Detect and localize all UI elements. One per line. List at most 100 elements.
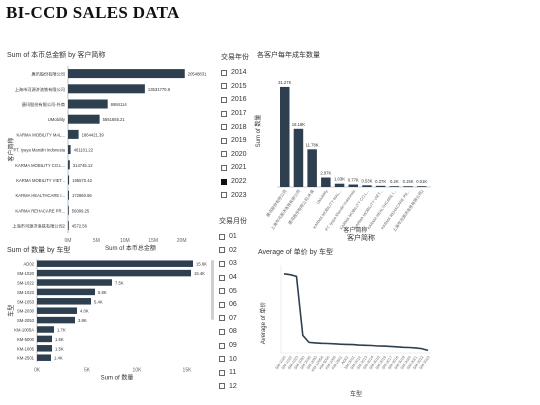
month-option-05[interactable]: 05 (219, 284, 249, 298)
data-label: 195570.42 (72, 178, 92, 183)
checkbox[interactable] (221, 151, 227, 158)
year-option-2015[interactable]: 2015 (221, 80, 251, 94)
year-option-label: 2020 (231, 150, 247, 158)
checkbox[interactable] (221, 137, 227, 144)
data-label: 1.4K (54, 356, 63, 361)
checkbox[interactable] (219, 315, 225, 322)
chart-quantity-by-model[interactable]: Sum of 数量 by 车型 AD02 15.6K SM-1020 15.4K SM-… (5, 245, 210, 400)
month-option-10[interactable]: 10 (219, 352, 249, 366)
year-option-2018[interactable]: 2018 (221, 120, 251, 134)
year-option-label: 2016 (231, 96, 247, 104)
year-option-2017[interactable]: 2017 (221, 107, 251, 121)
year-slicer-title: 交易年份 (221, 54, 249, 61)
data-label: 5.4K (94, 299, 103, 304)
checkbox[interactable] (219, 356, 225, 363)
checkbox[interactable] (219, 247, 225, 254)
checkbox[interactable] (219, 260, 225, 267)
month-option-label: 05 (229, 287, 237, 295)
data-label: 5.8K (98, 290, 107, 295)
month-option-03[interactable]: 03 (219, 257, 249, 271)
checkbox[interactable] (221, 110, 227, 117)
category-label: SM-2053 (17, 318, 35, 323)
checkbox[interactable] (221, 69, 227, 76)
checkbox[interactable] (221, 192, 227, 199)
month-option-09[interactable]: 09 (219, 339, 249, 353)
data-label: 11.78K (306, 142, 319, 147)
year-option-2016[interactable]: 2016 (221, 93, 251, 107)
line-series (283, 273, 429, 352)
bar (307, 149, 317, 187)
category-label: 唐讯股份有限公司-外商 (22, 101, 65, 108)
data-label: 0.77K (348, 178, 359, 183)
category-label: PT. Iyaya Mandiri Indonesia (14, 148, 66, 153)
month-option-12[interactable]: 12 (219, 380, 249, 394)
year-option-label: 2022 (231, 178, 247, 186)
bar (280, 86, 290, 187)
data-label: 1864421.39 (82, 132, 105, 137)
bar (68, 160, 70, 170)
month-slicer-scrollbar[interactable] (211, 260, 214, 320)
bar (389, 186, 400, 187)
category-label: KARMA MOBILITY CO.L... (15, 163, 65, 168)
data-label: 314745.12 (73, 163, 93, 168)
category-label: UMobility (48, 117, 66, 122)
checkbox[interactable] (221, 83, 227, 90)
x-tick-label: AD02 (341, 355, 350, 365)
bar (37, 345, 52, 352)
bar (348, 184, 358, 187)
month-option-04[interactable]: 04 (219, 271, 249, 285)
y-axis-title: Sum of 数量 (254, 115, 262, 148)
checkbox[interactable] (221, 124, 227, 131)
checkbox[interactable] (219, 301, 225, 308)
chart-amount-by-customer[interactable]: Sum of 本币总金额 by 客户简称 唐讯股份有限公司 20548831 上海市… (5, 50, 210, 252)
checkbox[interactable] (219, 369, 225, 376)
bar (68, 145, 71, 155)
data-label: 6984114 (111, 102, 128, 107)
checkbox[interactable] (219, 233, 225, 240)
chart-yearly-vehicle-count[interactable]: 各客户每年成车数量 31.27K 唐讯股份有限公司 18.18K 上海市河源济洛铁有限… (252, 50, 437, 234)
checkbox[interactable] (219, 342, 225, 349)
bar (417, 186, 427, 187)
year-option-2023[interactable]: 2023 (221, 188, 251, 202)
year-option-2020[interactable]: 2020 (221, 148, 251, 162)
month-option-01[interactable]: 01 (219, 230, 249, 244)
checkbox[interactable] (221, 164, 227, 171)
data-label: 2.97K (320, 170, 331, 175)
bar (68, 69, 185, 79)
month-slicer[interactable]: 交易月份 01 02 03 04 05 06 07 08 09 10 11 12 (219, 216, 249, 393)
bar (321, 177, 331, 187)
bar (68, 114, 100, 124)
checkbox[interactable] (219, 328, 225, 335)
data-label: 0.53K (361, 178, 372, 183)
checkbox[interactable] (219, 288, 225, 295)
month-option-11[interactable]: 11 (219, 366, 249, 380)
chart-avg-price-by-model[interactable]: 客户简称 Average of 单价 by 车型 SM-1020 SM-1022 S… (255, 233, 437, 400)
month-option-label: 04 (229, 274, 237, 282)
checkbox[interactable] (219, 274, 225, 281)
month-option-08[interactable]: 08 (219, 325, 249, 339)
month-option-label: 11 (229, 369, 237, 377)
data-label: 56099.25 (72, 208, 90, 213)
checkbox[interactable] (219, 383, 225, 390)
year-option-2021[interactable]: 2021 (221, 161, 251, 175)
chart-avg-price-by-model-svg: SM-1020SM-1022SM-1023SM-1053SM-2030SM-20… (259, 265, 431, 398)
month-option-label: 12 (229, 382, 237, 390)
bar (37, 307, 77, 314)
checkbox[interactable] (221, 96, 227, 103)
year-option-2014[interactable]: 2014 (221, 66, 251, 80)
bar (68, 99, 108, 109)
category-label: KM-1005 (17, 346, 35, 351)
year-slicer[interactable]: 交易年份 2014 2015 2016 2017 2018 2019 2020 2021 202… (221, 52, 251, 202)
bar (403, 186, 413, 187)
month-option-label: 07 (229, 314, 237, 322)
year-option-2022[interactable]: 2022 (221, 175, 251, 189)
checkbox[interactable] (221, 178, 227, 185)
chart-title: Average of 单价 by 车型 (258, 249, 333, 256)
month-option-06[interactable]: 06 (219, 298, 249, 312)
category-label: AD02 (24, 262, 35, 267)
category-label: KM-5000 (17, 337, 35, 342)
month-option-07[interactable]: 07 (219, 312, 249, 326)
month-option-02[interactable]: 02 (219, 244, 249, 258)
year-option-label: 2023 (231, 191, 247, 199)
year-option-2019[interactable]: 2019 (221, 134, 251, 148)
